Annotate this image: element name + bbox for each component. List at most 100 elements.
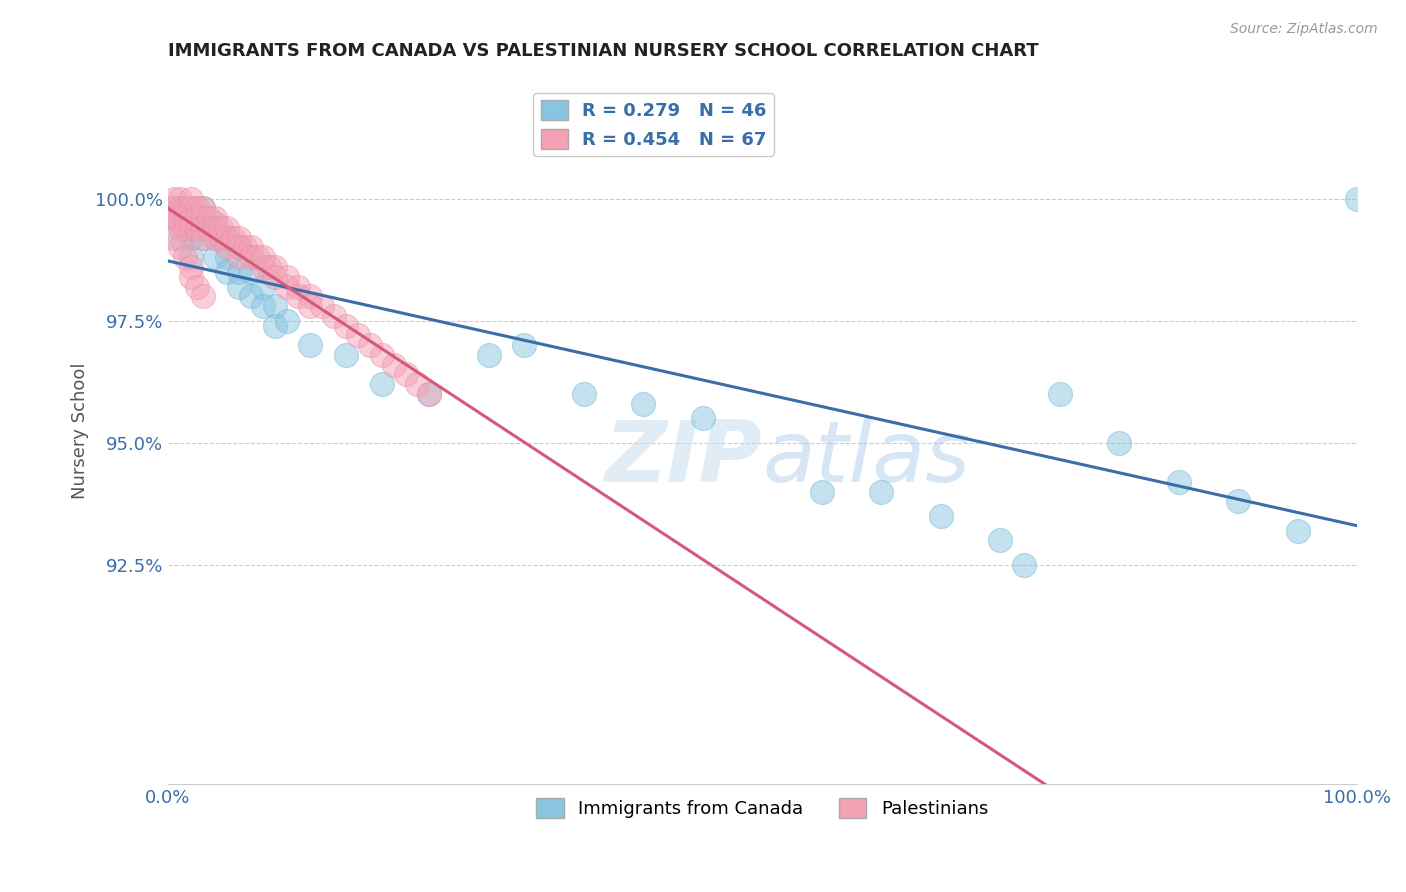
Point: [810, 484, 832, 499]
Point: [180, 260, 202, 274]
Point: [418, 387, 440, 401]
Point: [228, 230, 250, 244]
Point: [692, 411, 714, 425]
Point: [239, 265, 262, 279]
Point: [276, 269, 298, 284]
Point: [1346, 192, 1368, 206]
Point: [870, 484, 893, 499]
Point: [198, 221, 221, 235]
Y-axis label: Nursery School: Nursery School: [72, 362, 89, 499]
Point: [217, 240, 239, 254]
Point: [169, 202, 191, 216]
Point: [162, 202, 184, 216]
Point: [287, 279, 309, 293]
Point: [193, 230, 215, 244]
Text: IMMIGRANTS FROM CANADA VS PALESTINIAN NURSERY SCHOOL CORRELATION CHART: IMMIGRANTS FROM CANADA VS PALESTINIAN NU…: [167, 42, 1038, 60]
Point: [1049, 387, 1071, 401]
Point: [572, 387, 595, 401]
Point: [204, 216, 226, 230]
Point: [394, 368, 416, 382]
Point: [169, 230, 191, 244]
Point: [162, 230, 184, 244]
Point: [174, 221, 197, 235]
Point: [263, 318, 285, 333]
Point: [478, 348, 501, 362]
Point: [406, 377, 429, 392]
Point: [204, 230, 226, 244]
Point: [1108, 435, 1130, 450]
Point: [263, 299, 285, 313]
Point: [169, 211, 191, 226]
Point: [299, 338, 322, 352]
Point: [193, 211, 215, 226]
Point: [1286, 524, 1309, 538]
Point: [299, 299, 322, 313]
Point: [222, 230, 245, 244]
Point: [162, 211, 184, 226]
Point: [180, 250, 202, 264]
Point: [169, 240, 191, 254]
Point: [162, 192, 184, 206]
Point: [217, 230, 239, 244]
Point: [186, 221, 208, 235]
Point: [252, 250, 274, 264]
Point: [217, 221, 239, 235]
Point: [359, 338, 381, 352]
Point: [276, 314, 298, 328]
Point: [180, 269, 202, 284]
Point: [180, 211, 202, 226]
Text: atlas: atlas: [762, 417, 970, 500]
Point: [1167, 475, 1189, 489]
Point: [418, 387, 440, 401]
Point: [287, 289, 309, 303]
Point: [217, 250, 239, 264]
Point: [209, 230, 232, 244]
Point: [204, 211, 226, 226]
Point: [239, 250, 262, 264]
Point: [193, 289, 215, 303]
Point: [513, 338, 536, 352]
Point: [198, 211, 221, 226]
Point: [174, 211, 197, 226]
Point: [252, 260, 274, 274]
Point: [180, 221, 202, 235]
Point: [169, 221, 191, 235]
Point: [233, 240, 256, 254]
Point: [246, 250, 269, 264]
Point: [1227, 494, 1250, 508]
Point: [263, 269, 285, 284]
Point: [209, 221, 232, 235]
Point: [180, 192, 202, 206]
Point: [169, 202, 191, 216]
Point: [299, 289, 322, 303]
Point: [193, 216, 215, 230]
Point: [186, 279, 208, 293]
Point: [276, 279, 298, 293]
Point: [347, 328, 370, 343]
Point: [193, 230, 215, 244]
Point: [204, 230, 226, 244]
Text: ZIP: ZIP: [605, 417, 762, 500]
Point: [228, 240, 250, 254]
Point: [174, 250, 197, 264]
Point: [1012, 558, 1035, 572]
Point: [228, 265, 250, 279]
Point: [204, 221, 226, 235]
Point: [335, 348, 357, 362]
Point: [323, 309, 346, 323]
Point: [193, 202, 215, 216]
Point: [180, 202, 202, 216]
Point: [186, 211, 208, 226]
Point: [174, 202, 197, 216]
Point: [169, 192, 191, 206]
Point: [228, 279, 250, 293]
Point: [217, 265, 239, 279]
Point: [180, 202, 202, 216]
Point: [335, 318, 357, 333]
Point: [204, 250, 226, 264]
Point: [988, 533, 1011, 548]
Point: [371, 348, 394, 362]
Point: [228, 250, 250, 264]
Point: [180, 230, 202, 244]
Point: [929, 508, 952, 523]
